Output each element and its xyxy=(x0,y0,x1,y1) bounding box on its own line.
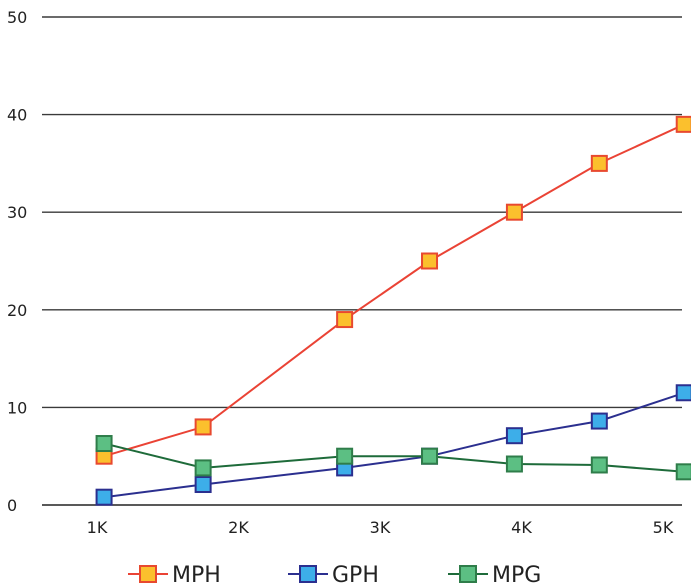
series-lines xyxy=(103,118,691,499)
x-axis-ticks: 1K2K3K4K5K6K xyxy=(87,518,674,537)
x-tick-label: 5K xyxy=(653,518,674,537)
legend-label: GPH xyxy=(332,563,379,586)
grid-lines xyxy=(42,16,682,506)
data-point-gph xyxy=(194,476,212,494)
data-point-gph xyxy=(95,488,113,506)
data-point-mpg xyxy=(194,459,212,477)
data-point-mpg xyxy=(505,455,523,473)
data-point-mpg xyxy=(336,447,354,465)
y-tick-label: 40 xyxy=(7,106,27,125)
legend-item-mph: MPH xyxy=(128,563,221,586)
data-point-mph xyxy=(505,203,523,221)
series-markers xyxy=(95,115,691,506)
y-axis-ticks: 0 10 20 30 40 50 xyxy=(7,8,27,515)
legend-item-mpg: MPG xyxy=(448,563,541,586)
data-point-mph xyxy=(590,154,608,172)
legend-marker xyxy=(139,565,157,583)
data-point-mpg xyxy=(95,435,113,453)
data-point-mph xyxy=(194,418,212,436)
data-point-mph xyxy=(336,311,354,329)
legend-marker xyxy=(299,565,317,583)
x-tick-label: 1K xyxy=(87,518,108,537)
data-point-mph xyxy=(421,252,439,270)
series-line-gph xyxy=(103,391,691,499)
y-tick-label: 30 xyxy=(7,203,27,222)
data-point-gph xyxy=(675,384,691,402)
y-tick-label: 20 xyxy=(7,301,27,320)
data-point-mph xyxy=(675,115,691,133)
data-point-mpg xyxy=(421,447,439,465)
data-point-gph xyxy=(590,412,608,430)
data-point-gph xyxy=(505,427,523,445)
series-line-mph xyxy=(103,118,691,458)
legend: MPH GPH MPG xyxy=(128,563,541,586)
y-tick-label: 10 xyxy=(7,398,27,417)
x-tick-label: 3K xyxy=(370,518,391,537)
legend-label: MPH xyxy=(172,563,221,586)
y-tick-label: 50 xyxy=(7,8,27,27)
y-tick-label: 0 xyxy=(7,496,17,515)
legend-label: MPG xyxy=(492,563,541,586)
data-point-mpg xyxy=(590,456,608,474)
data-point-mpg xyxy=(675,463,691,481)
legend-marker xyxy=(459,565,477,583)
x-tick-label: 2K xyxy=(228,518,249,537)
x-tick-label: 4K xyxy=(511,518,532,537)
legend-item-gph: GPH xyxy=(288,563,379,586)
